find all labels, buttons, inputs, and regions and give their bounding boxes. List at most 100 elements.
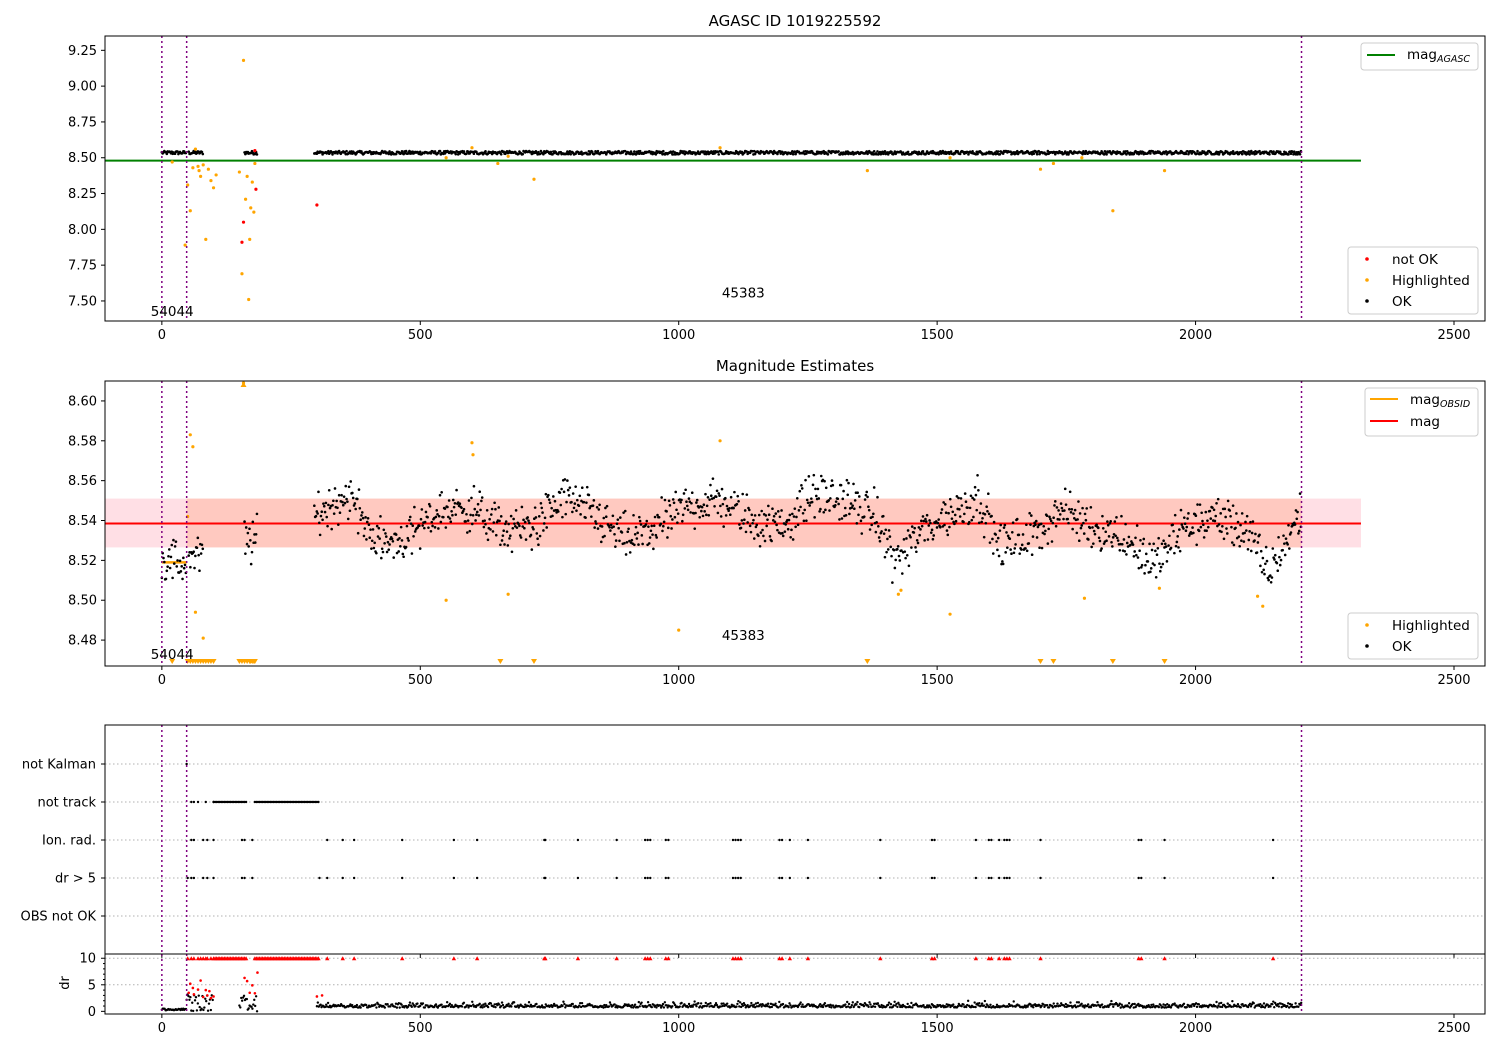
ok-point <box>685 504 689 508</box>
ok-point <box>595 522 598 525</box>
dr-point <box>253 1004 257 1008</box>
ok-point <box>388 543 391 546</box>
y-tick-label: 8.54 <box>68 514 97 529</box>
panel-2-marks <box>105 381 1361 666</box>
ok-point <box>370 547 373 550</box>
ok-point <box>1014 543 1017 546</box>
y-tick-label: 10 <box>79 952 96 967</box>
ok-point <box>1068 507 1071 511</box>
ok-point <box>368 536 372 540</box>
ok-point <box>596 527 600 530</box>
ok-point <box>165 569 169 573</box>
dr-point <box>1056 1002 1059 1005</box>
ok-point <box>608 525 611 529</box>
ok-point <box>485 509 489 512</box>
ok-point <box>375 551 378 555</box>
y-tick-label: 8.00 <box>68 223 97 238</box>
ok-point <box>198 569 201 572</box>
dr-point <box>1297 1005 1300 1008</box>
ok-point <box>826 153 830 156</box>
ok-point <box>686 508 690 512</box>
ok-point <box>518 534 522 537</box>
ok-point <box>315 510 319 513</box>
ok-point <box>1269 580 1273 584</box>
dr-point <box>994 1005 998 1009</box>
ok-point <box>1034 519 1038 523</box>
ok-point <box>1140 563 1144 567</box>
ok-point <box>174 540 178 543</box>
flag-point <box>734 838 737 842</box>
highlighted-point <box>188 209 192 213</box>
ok-point <box>1222 537 1226 541</box>
ok-point <box>922 519 926 523</box>
dr-point <box>1290 1003 1294 1006</box>
ok-point <box>1135 524 1139 527</box>
ok-point <box>633 533 637 536</box>
ok-point <box>944 503 947 506</box>
ok-point <box>411 524 415 528</box>
ok-point <box>951 510 955 514</box>
dr-point <box>1075 1001 1079 1004</box>
dr-point <box>484 1002 487 1005</box>
ok-point <box>814 487 817 491</box>
ok-point <box>478 490 482 493</box>
ok-point <box>704 492 707 496</box>
ok-point <box>1216 524 1219 528</box>
dr-not-ok-point <box>199 979 202 982</box>
ok-point <box>856 491 859 495</box>
dr-point <box>1120 1003 1123 1006</box>
ok-point <box>325 515 329 519</box>
ok-point <box>845 478 849 482</box>
ok-point <box>523 520 527 524</box>
ok-point <box>418 150 422 154</box>
dr-point <box>1286 1002 1290 1005</box>
ok-point <box>905 553 909 557</box>
ok-point <box>867 508 871 512</box>
ok-point <box>1114 534 1117 538</box>
ok-point <box>549 150 553 154</box>
ok-point <box>454 152 458 156</box>
dr-point <box>386 1002 389 1006</box>
ok-point <box>1079 526 1083 530</box>
ok-point <box>336 506 339 510</box>
ok-point <box>1283 542 1286 545</box>
highlighted-point <box>243 197 248 201</box>
ok-point <box>521 152 525 156</box>
ok-point <box>1021 533 1025 536</box>
dr-point <box>1231 999 1234 1003</box>
ok-point <box>386 540 390 544</box>
ok-point <box>433 150 437 153</box>
ok-point <box>972 515 975 519</box>
ok-point <box>193 566 196 570</box>
ok-point <box>757 513 761 517</box>
ok-point <box>1273 553 1277 557</box>
ok-point <box>743 518 746 522</box>
dr-point <box>418 1004 422 1008</box>
ok-point <box>1043 532 1046 536</box>
ok-point <box>872 149 876 153</box>
dr-point <box>445 1001 449 1004</box>
dr-not-ok-point <box>208 989 211 993</box>
ok-point <box>877 536 881 539</box>
dr-point <box>535 1002 538 1006</box>
ok-point <box>859 519 863 523</box>
ok-point <box>476 502 480 506</box>
ok-point <box>771 519 775 522</box>
ok-point <box>970 518 974 522</box>
ok-point <box>770 539 773 543</box>
ok-point <box>382 528 386 532</box>
dr-point <box>395 1006 399 1009</box>
dr-point <box>578 1004 581 1007</box>
ok-point <box>1018 552 1022 555</box>
flag-point <box>243 838 246 842</box>
ok-point <box>201 152 205 156</box>
ok-point <box>824 486 828 490</box>
flag-point <box>352 876 356 880</box>
panel-1-title: AGASC ID 1019225592 <box>709 12 882 30</box>
ok-point <box>497 506 501 509</box>
ok-point <box>438 493 442 497</box>
ok-point <box>1206 525 1210 529</box>
ok-point <box>373 541 376 545</box>
ok-point <box>834 504 837 507</box>
